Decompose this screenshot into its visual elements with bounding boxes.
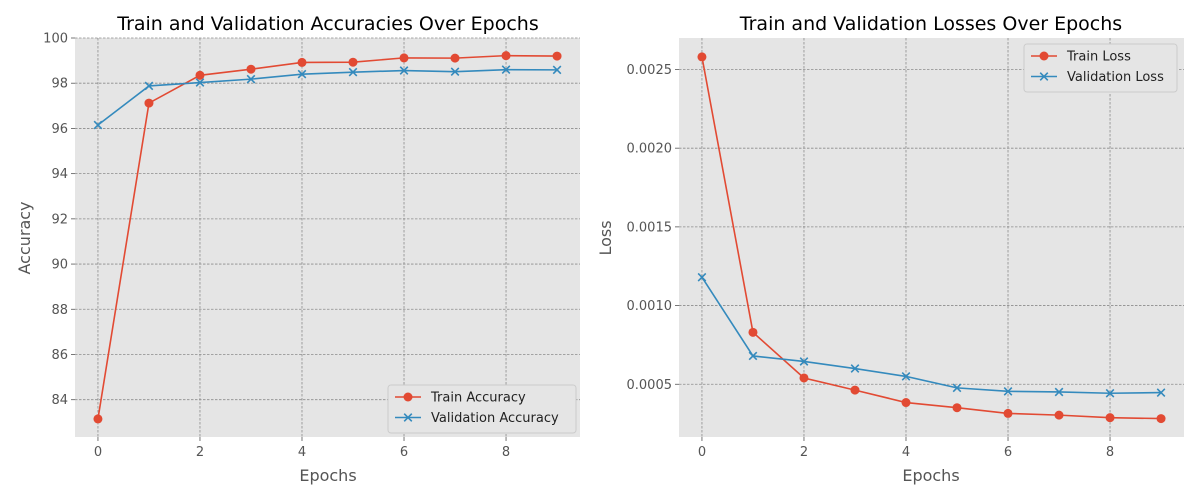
train-loss-point: [1054, 410, 1064, 420]
train-loss-point: [901, 398, 911, 408]
validation-loss-point: [850, 364, 860, 373]
validation-accuracy-point: [501, 65, 511, 75]
train-loss-point: [1156, 414, 1166, 424]
accuracy-plot-area: [75, 38, 580, 437]
loss-y-tick-label: 0.0020: [627, 142, 673, 157]
train-loss-legend-marker: [1039, 51, 1049, 61]
accuracy-chart-x-axis-label: Epochs: [299, 466, 356, 485]
train-loss-point: [850, 385, 860, 395]
validation-accuracy-legend-marker: [403, 413, 413, 422]
validation-loss-point: [748, 351, 758, 361]
validation-accuracy-line: [97, 68, 558, 126]
loss-x-tick-label: 4: [902, 445, 910, 460]
validation-accuracy-point: [93, 120, 103, 130]
accuracy-y-tick-label: 90: [51, 258, 68, 273]
accuracy-legend-box: [387, 384, 577, 434]
validation-accuracy-point: [195, 78, 205, 87]
accuracy-y-tick-label: 100: [43, 32, 68, 47]
validation-loss-point: [697, 272, 707, 282]
validation-loss-point: [1156, 388, 1166, 397]
validation-loss-point: [1105, 388, 1115, 398]
loss-chart-x-axis-label: Epochs: [902, 466, 959, 485]
validation-accuracy-point: [450, 67, 460, 77]
accuracy-chart: Train and Validation Accuracies Over Epo…: [15, 13, 580, 485]
loss-chart: Train and Validation Losses Over Epochs …: [596, 13, 1184, 485]
validation-accuracy-point: [348, 67, 358, 77]
validation-accuracy-point: [246, 74, 256, 84]
train-loss-point: [952, 403, 962, 413]
accuracy-x-tick-label: 2: [196, 445, 204, 460]
loss-y-tick-label: 0.0015: [627, 220, 673, 235]
validation-loss-point: [1054, 387, 1064, 397]
train-loss-point: [799, 373, 809, 383]
validation-loss-point: [799, 357, 809, 366]
accuracy-x-tick-label: 8: [502, 445, 510, 460]
validation-loss-point: [901, 372, 911, 381]
validation-accuracy-point: [399, 66, 409, 75]
accuracy-x-tick-label: 6: [400, 445, 408, 460]
accuracy-chart-title: Train and Validation Accuracies Over Epo…: [116, 13, 539, 35]
train-accuracy-point: [144, 98, 154, 108]
loss-x-tick-label: 8: [1106, 445, 1114, 460]
validation-loss-point: [952, 383, 962, 393]
train-loss-point: [697, 52, 707, 62]
validation-accuracy-point: [144, 81, 154, 91]
validation-accuracy-point: [552, 65, 562, 75]
validation-accuracy-legend-label: Validation Accuracy: [431, 411, 559, 426]
loss-legend: Train Loss Validation Loss: [1023, 43, 1178, 93]
validation-accuracy-point: [297, 69, 307, 79]
validation-loss-legend-marker: [1039, 72, 1049, 81]
loss-x-tick-label: 6: [1004, 445, 1012, 460]
loss-x-tick-label: 0: [698, 445, 706, 460]
train-loss-point: [1105, 413, 1115, 423]
train-accuracy-point: [348, 57, 358, 67]
train-accuracy-point: [246, 64, 256, 74]
accuracy-y-tick-label: 98: [51, 77, 68, 92]
accuracy-chart-y-axis-label: Accuracy: [15, 201, 34, 274]
train-accuracy-point: [552, 51, 562, 61]
accuracy-y-tick-label: 84: [51, 393, 68, 408]
validation-loss-line: [701, 276, 1162, 395]
accuracy-x-tick-label: 4: [298, 445, 306, 460]
accuracy-y-tick-label: 86: [51, 348, 68, 363]
loss-chart-y-axis-label: Loss: [596, 220, 615, 255]
train-loss-point: [748, 327, 758, 337]
train-accuracy-point: [93, 414, 103, 424]
accuracy-y-tick-label: 88: [51, 303, 68, 318]
train-accuracy-line: [97, 54, 558, 420]
loss-legend-box: [1023, 43, 1178, 93]
loss-y-tick-label: 0.0005: [627, 378, 673, 393]
accuracy-legend: Train Accuracy Validation Accuracy: [387, 384, 577, 434]
accuracy-y-tick-label: 94: [51, 167, 68, 182]
train-accuracy-point: [297, 57, 307, 67]
train-accuracy-point: [195, 70, 205, 80]
validation-loss-point: [1003, 386, 1013, 396]
train-loss-point: [1003, 408, 1013, 418]
accuracy-y-tick-label: 96: [51, 122, 68, 137]
train-loss-line: [701, 56, 1162, 420]
loss-x-tick-label: 2: [800, 445, 808, 460]
loss-chart-title: Train and Validation Losses Over Epochs: [739, 13, 1122, 35]
validation-loss-legend-label: Validation Loss: [1067, 70, 1164, 85]
loss-y-tick-label: 0.0010: [627, 299, 673, 314]
accuracy-y-tick-label: 92: [51, 212, 68, 227]
train-accuracy-legend-label: Train Accuracy: [430, 391, 526, 406]
accuracy-x-tick-label: 0: [94, 445, 102, 460]
train-accuracy-point: [450, 53, 460, 63]
loss-plot-area: [679, 38, 1184, 437]
train-loss-legend-label: Train Loss: [1066, 50, 1131, 65]
train-accuracy-legend-marker: [403, 392, 413, 402]
loss-y-tick-label: 0.0025: [627, 63, 673, 78]
train-accuracy-point: [501, 51, 511, 61]
train-accuracy-point: [399, 53, 409, 63]
